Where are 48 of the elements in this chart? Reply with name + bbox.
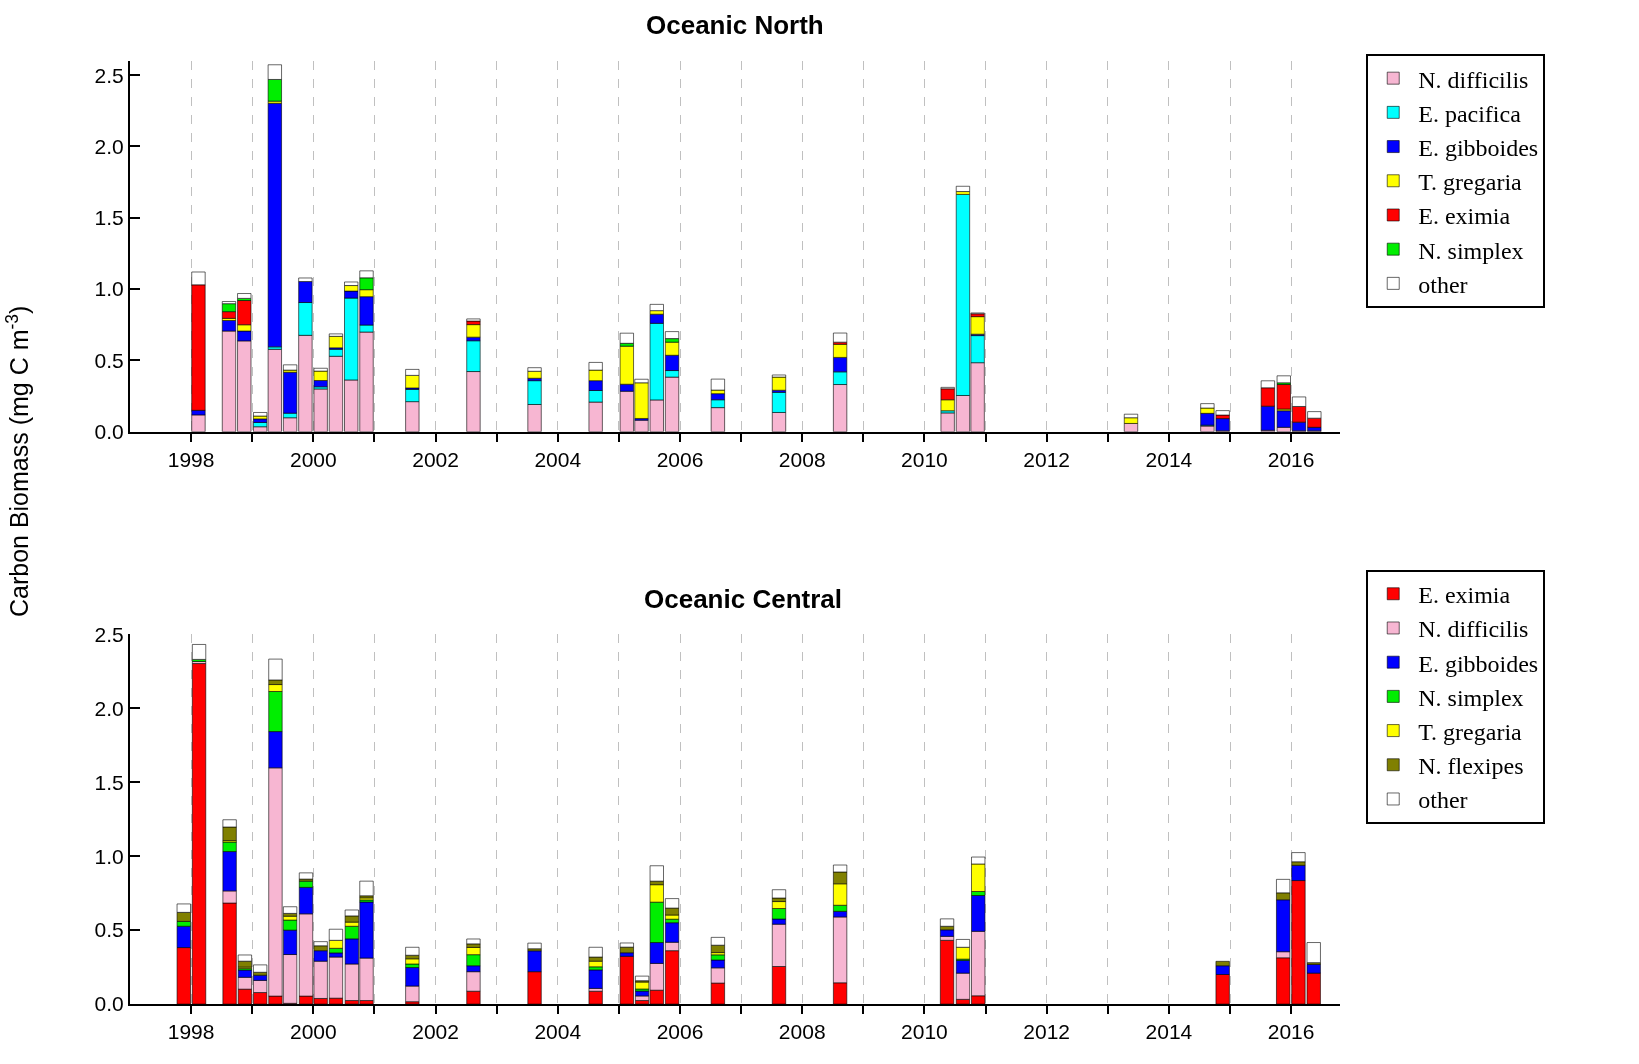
legend-label: E. pacifica	[1418, 100, 1522, 127]
x-tick-label: 2016	[1267, 447, 1315, 471]
y-tick-label: 1.0	[94, 277, 124, 301]
x-tick-label: 2010	[901, 447, 948, 471]
y-tick-label: 1.5	[94, 770, 124, 794]
y-tick-label: 2.5	[94, 63, 124, 87]
y-tick-label: 0.5	[94, 918, 124, 942]
y-tick-label: 0.0	[94, 420, 124, 444]
legend-label: N. difficilis	[1418, 66, 1529, 93]
y-tick-label: 2.5	[94, 622, 124, 646]
x-tick-label: 2000	[289, 1020, 337, 1044]
x-tick-label: 1998	[167, 1020, 215, 1044]
x-tick-label: 2012	[1023, 1020, 1071, 1044]
legend-label: N. simplex	[1418, 237, 1524, 264]
x-tick-label: 2002	[412, 1020, 459, 1044]
x-tick-label: 2014	[1145, 1020, 1193, 1044]
x-tick-label: 2002	[412, 447, 459, 471]
legend-label: N. simplex	[1418, 684, 1524, 711]
x-tick-label: 1998	[167, 447, 215, 471]
legend-label: T. gregaria	[1418, 169, 1523, 196]
y-tick-label: 2.0	[94, 696, 124, 720]
x-tick-label: 2008	[778, 447, 826, 471]
legend-label: E. gibboides	[1418, 134, 1539, 161]
chart-title: Oceanic North	[646, 10, 824, 40]
x-tick-label: 2004	[534, 1020, 582, 1044]
x-tick-label: 2010	[901, 1020, 948, 1044]
y-tick-label: 0.5	[94, 348, 124, 372]
legend-label: E. eximia	[1418, 203, 1511, 230]
legend-label: other	[1418, 787, 1468, 814]
x-tick-label: 2006	[656, 447, 704, 471]
y-tick-label: 2.0	[94, 134, 124, 158]
y-tick-label: 1.5	[94, 206, 124, 230]
x-tick-label: 2004	[534, 447, 582, 471]
legend-label: E. gibboides	[1418, 650, 1539, 677]
x-tick-label: 2000	[289, 447, 337, 471]
y-tick-label: 1.0	[94, 844, 124, 868]
x-tick-label: 2016	[1267, 1020, 1315, 1044]
x-tick-label: 2012	[1023, 447, 1071, 471]
y-tick-label: 0.0	[94, 992, 124, 1016]
legend-label: E. eximia	[1418, 582, 1511, 609]
x-tick-label: 2008	[778, 1020, 826, 1044]
legend-label: T. gregaria	[1418, 718, 1523, 745]
legend-label: N. flexipes	[1418, 753, 1524, 780]
legend-label: other	[1418, 271, 1468, 298]
x-tick-label: 2006	[656, 1020, 704, 1044]
chart-title: Oceanic Central	[644, 584, 842, 614]
x-tick-label: 2014	[1145, 447, 1193, 471]
legend-label: N. difficilis	[1418, 616, 1529, 643]
